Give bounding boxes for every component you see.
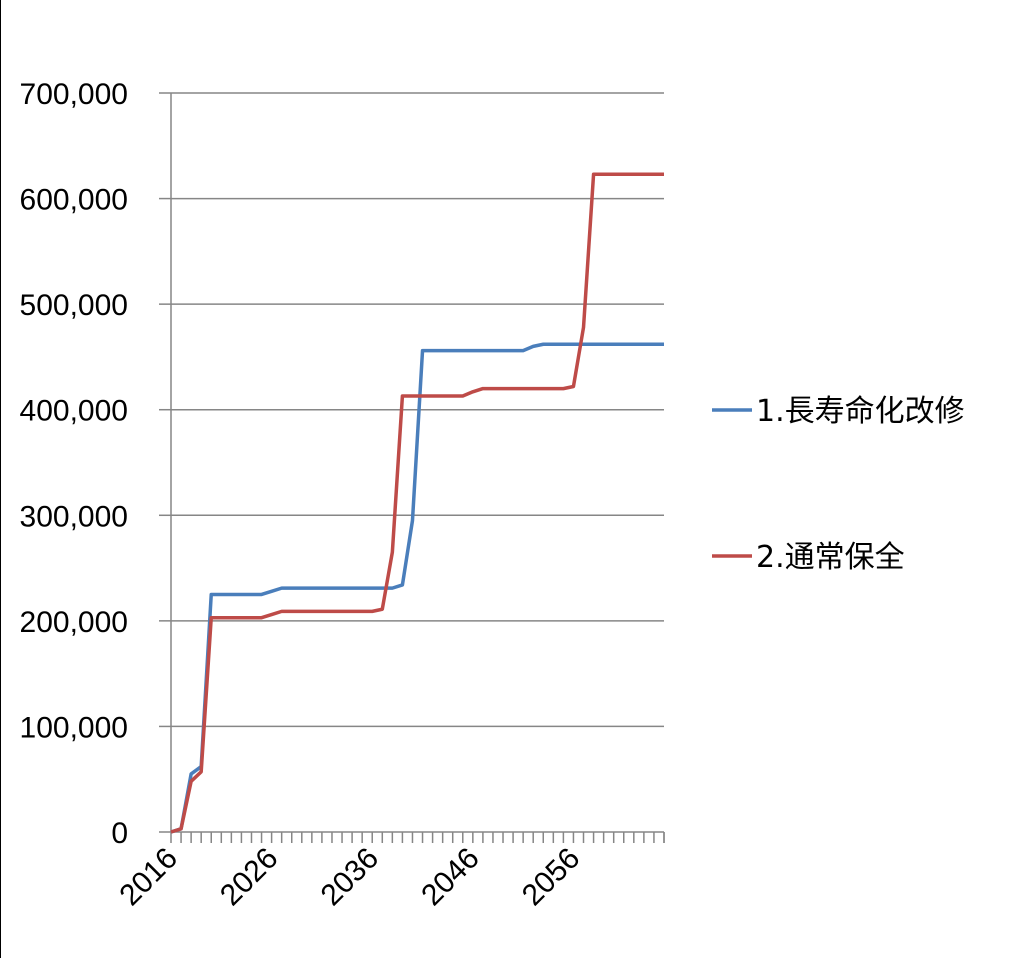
y-tick-label: 500,000	[20, 289, 128, 322]
series-line-1	[170, 342, 664, 834]
series-line-2	[170, 172, 664, 834]
y-tick-label: 700,000	[20, 78, 128, 111]
y-tick-label: 300,000	[20, 500, 128, 533]
x-tick-label: 2026	[214, 842, 285, 913]
legend-label-1: 1.長寿命化改修	[756, 394, 965, 429]
x-tick-label: 2056	[516, 842, 587, 913]
series-lines	[170, 172, 664, 834]
x-tick-label: 2046	[415, 842, 486, 913]
legend-label-2: 2.通常保全	[756, 540, 905, 575]
y-tick-label: 0	[111, 817, 128, 850]
y-tick-label: 200,000	[20, 606, 128, 639]
y-tick-label: 400,000	[20, 395, 128, 428]
y-tick-label: 100,000	[20, 711, 128, 744]
x-tick-label: 2036	[315, 842, 386, 913]
y-tick-labels: 0 100,000 200,000 300,000 400,000 500,000 600,…	[20, 78, 128, 850]
y-tick-label: 600,000	[20, 184, 128, 217]
x-tick-label: 2016	[113, 842, 184, 913]
axes	[159, 92, 665, 843]
legend: 1.長寿命化改修 2.通常保全	[712, 394, 965, 575]
x-tick-labels: 2016 2026 2036 2046 2056	[113, 842, 586, 913]
